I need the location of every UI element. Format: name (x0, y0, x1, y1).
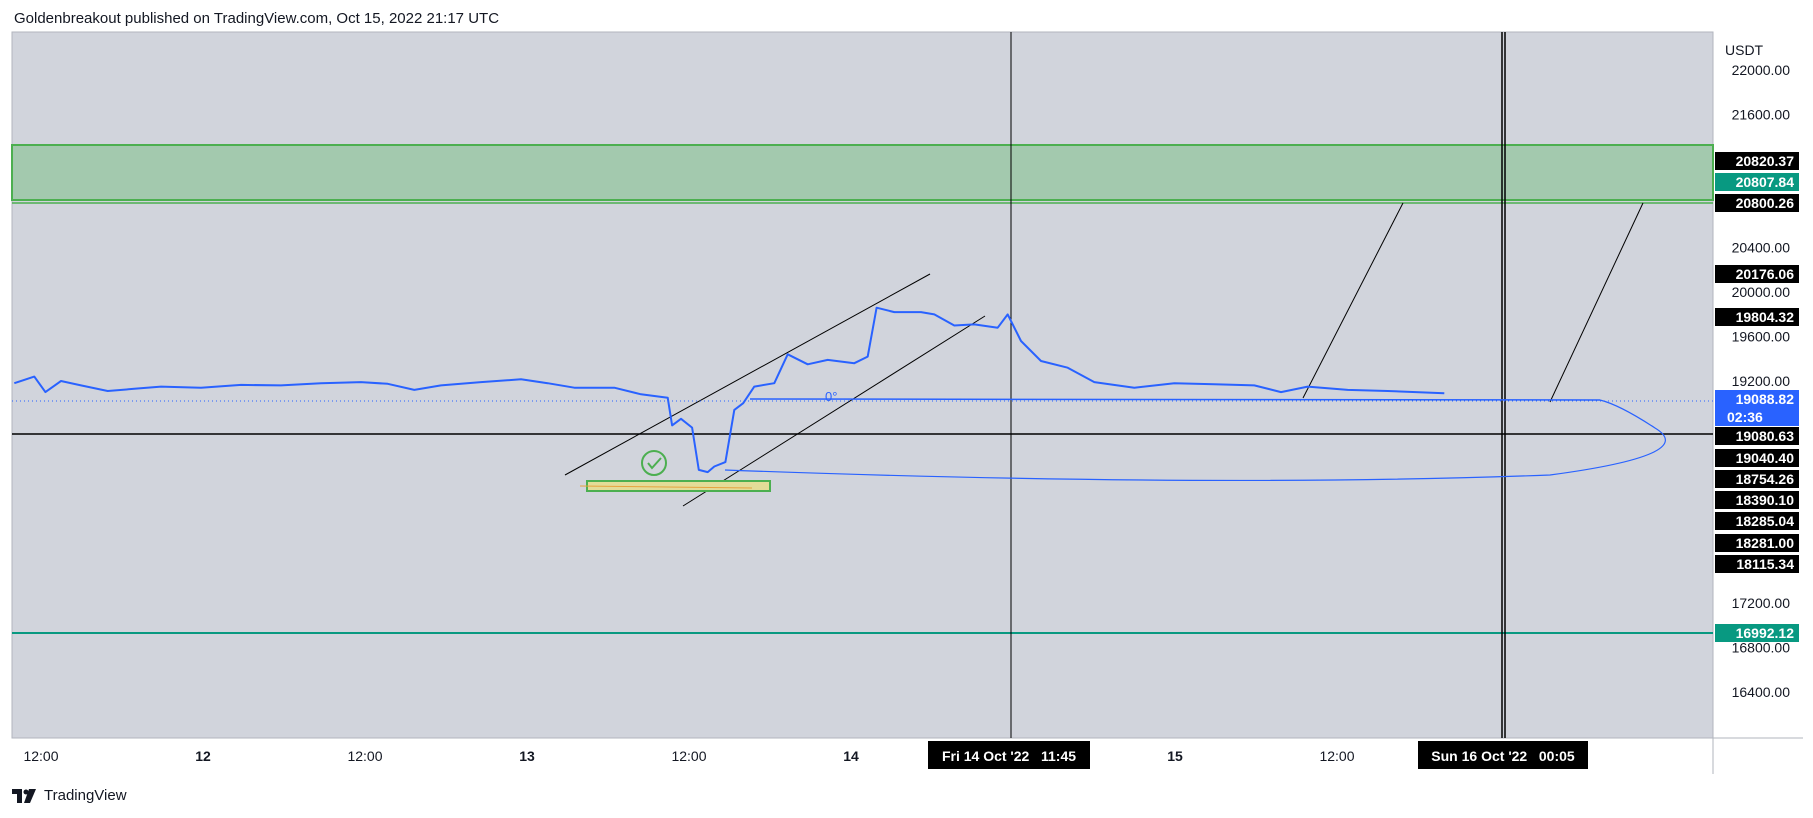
y-tick-label: 19200.00 (1732, 373, 1791, 389)
price-label-text: 19080.63 (1736, 428, 1795, 444)
tradingview-logo-icon (12, 788, 36, 803)
channel-upper-line[interactable] (564, 273, 931, 476)
price-label-text: 18285.04 (1736, 513, 1795, 529)
y-tick-label: 20000.00 (1732, 284, 1791, 300)
price-chart[interactable]: USDT 22000.00 21600.00 20400.00 20000.00 196… (0, 0, 1813, 780)
price-label-text: 18390.10 (1736, 492, 1795, 508)
price-label-box (1715, 624, 1799, 642)
x-tick-label: 12:00 (347, 748, 382, 764)
curved-path[interactable] (724, 399, 1666, 482)
time-label-box (1418, 741, 1588, 769)
x-tick-label: 12:00 (1319, 748, 1354, 764)
y-tick-label: 22000.00 (1732, 62, 1791, 78)
price-label-text: 20800.26 (1736, 195, 1795, 211)
price-label-box (1715, 390, 1799, 426)
publish-header: Goldenbreakout published on TradingView.… (14, 10, 500, 27)
projection-line-1[interactable] (1302, 202, 1404, 399)
time-label-text: Fri 14 Oct '22 11:45 (942, 748, 1076, 764)
price-line[interactable] (13, 306, 1445, 474)
angle-label: 0° (825, 389, 837, 404)
price-label-group: 20820.37 20807.84 20800.26 20176.06 19804.32… (1715, 152, 1799, 642)
price-label-text: 20176.06 (1736, 266, 1795, 282)
price-label-box (1715, 427, 1799, 445)
price-label-box (1715, 534, 1799, 552)
price-label-text: 19804.32 (1736, 309, 1795, 325)
price-label-text: 20807.84 (1736, 174, 1795, 190)
price-label-box (1715, 512, 1799, 530)
price-label-box (1715, 308, 1799, 326)
entry-zone-line (579, 485, 753, 489)
price-label-text: 20820.37 (1736, 153, 1795, 169)
price-label-box (1715, 173, 1799, 191)
price-label-text: 18754.26 (1736, 471, 1795, 487)
price-label-text: 18115.34 (1736, 556, 1794, 572)
check-circle-icon (641, 450, 667, 476)
y-tick-label: 16400.00 (1732, 684, 1791, 700)
price-label-text: 19040.40 (1736, 450, 1795, 466)
y-tick-group: 22000.00 21600.00 20400.00 20000.00 19600.00… (1732, 62, 1791, 700)
price-label-box (1715, 555, 1799, 573)
time-label-box (928, 741, 1090, 769)
price-label-box (1715, 449, 1799, 467)
y-tick-label: 20400.00 (1732, 240, 1791, 256)
time-label-group: Fri 14 Oct '22 11:45 Sun 16 Oct '22 00:05 (928, 741, 1588, 769)
x-tick-label: 12:00 (23, 748, 58, 764)
y-tick-label: 16800.00 (1732, 640, 1791, 656)
resistance-zone[interactable] (11, 144, 1714, 201)
price-label-box (1715, 194, 1799, 212)
projection-line-2[interactable] (1549, 202, 1644, 403)
price-axis-panel[interactable] (1713, 32, 1803, 738)
x-tick-label: 12:00 (671, 748, 706, 764)
countdown-text: 02:36 (1727, 409, 1763, 425)
currency-label: USDT (1725, 42, 1764, 58)
price-label-box (1715, 265, 1799, 283)
price-label-box (1715, 470, 1799, 488)
angle-reference-line[interactable] (749, 398, 1601, 401)
price-label-text: 18281.00 (1736, 535, 1795, 551)
y-tick-label: 19600.00 (1732, 329, 1791, 345)
x-tick-label: 12 (195, 748, 211, 764)
price-label-text: 19088.82 (1736, 391, 1795, 407)
y-tick-label: 17200.00 (1732, 595, 1791, 611)
y-tick-label: 21600.00 (1732, 106, 1791, 122)
price-label-box (1715, 152, 1799, 170)
price-label-box (1715, 491, 1799, 509)
x-tick-label: 15 (1167, 748, 1183, 764)
channel-lower-line[interactable] (682, 315, 986, 507)
footer-brand-text: TradingView (44, 787, 127, 804)
footer-branding[interactable]: TradingView (12, 787, 127, 804)
time-label-text: Sun 16 Oct '22 00:05 (1431, 748, 1575, 764)
price-label-text: 16992.12 (1736, 625, 1795, 641)
x-tick-label: 13 (519, 748, 535, 764)
x-tick-label: 14 (843, 748, 859, 764)
